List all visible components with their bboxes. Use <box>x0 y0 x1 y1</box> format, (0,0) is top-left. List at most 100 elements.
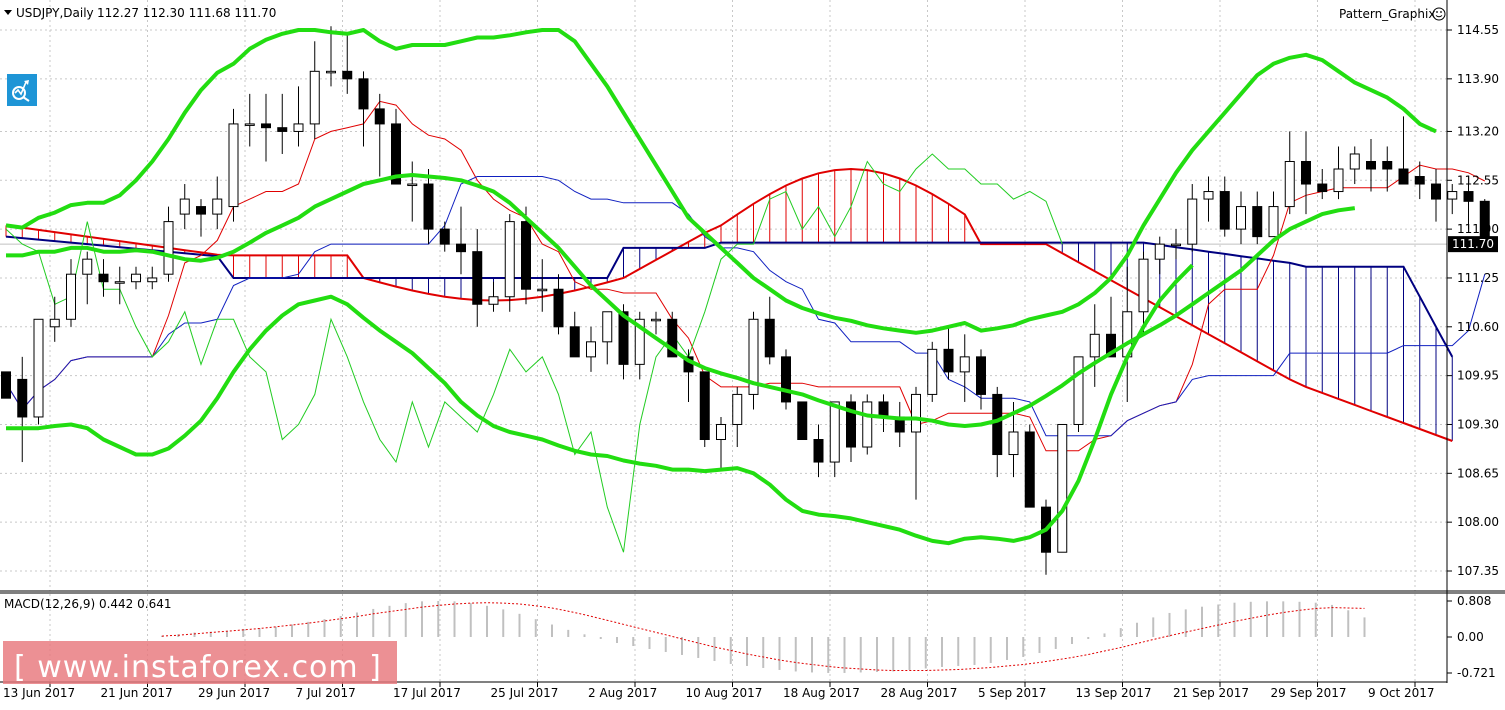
candle-body <box>521 221 531 290</box>
candle-body <box>1398 168 1409 185</box>
candle-body <box>147 277 158 283</box>
candle-body <box>586 341 596 358</box>
price-tick-label: 111.25 <box>1457 271 1499 285</box>
candle-body <box>1284 160 1295 208</box>
candle-body <box>797 401 808 441</box>
candle-body <box>212 198 223 215</box>
candle-body <box>326 70 336 74</box>
candle-body <box>1333 168 1344 193</box>
price-tick-label: 110.60 <box>1457 320 1499 334</box>
time-tick-label: 18 Aug 2017 <box>783 686 860 700</box>
candle-body <box>1 371 11 399</box>
candle-body <box>1382 160 1393 170</box>
candle-body <box>293 123 304 132</box>
candle-body <box>1073 356 1084 425</box>
candle-body <box>456 243 466 253</box>
dropdown-triangle-icon[interactable] <box>4 10 12 15</box>
candle-body <box>634 318 645 365</box>
price-tick-label: 111.90 <box>1457 222 1499 236</box>
candle-body <box>862 401 873 448</box>
price-tick-label: 114.55 <box>1457 23 1499 37</box>
chart-logo-icon <box>7 74 37 106</box>
candle-body <box>959 356 970 373</box>
candle-body <box>1187 198 1198 245</box>
candle-body <box>1024 431 1035 508</box>
candle-body <box>342 70 353 80</box>
time-tick-label: 13 Jun 2017 <box>3 686 75 700</box>
candle-body <box>98 273 109 283</box>
candle-body <box>196 206 206 215</box>
ichimoku-cloud <box>5 167 1454 442</box>
candle-body <box>846 401 856 448</box>
bollinger-bands <box>5 28 1437 546</box>
candle-body <box>309 70 320 125</box>
candle-body <box>488 296 499 305</box>
candle-body <box>911 393 921 433</box>
ohlc-values: 112.27 112.30 111.68 111.70 <box>97 6 276 20</box>
time-tick-label: 2 Aug 2017 <box>588 686 657 700</box>
macd-label: MACD(12,26,9) 0.442 0.641 <box>4 597 171 611</box>
time-tick-label: 7 Jul 2017 <box>296 686 356 700</box>
smiley-icon[interactable] <box>1432 7 1446 21</box>
candle-body <box>358 78 369 110</box>
macd-tick-label: 0.00 <box>1457 630 1484 644</box>
candle-body <box>1171 243 1181 247</box>
candle-body <box>228 123 239 208</box>
time-tick-label: 25 Jul 2017 <box>491 686 559 700</box>
indicator-lines <box>5 100 1486 553</box>
price-tick-label: 109.95 <box>1457 369 1499 383</box>
candle-body <box>1008 431 1019 456</box>
candle-body <box>569 326 580 358</box>
time-tick-label: 21 Jun 2017 <box>101 686 173 700</box>
senkou-span-b <box>5 235 1454 358</box>
candle-body <box>1301 160 1311 185</box>
price-tick-label: 108.00 <box>1457 515 1499 529</box>
tenkan-sen <box>5 100 1486 452</box>
candle-body <box>1057 423 1068 553</box>
macd-panel <box>161 601 1366 673</box>
time-tick-label: 21 Sep 2017 <box>1173 686 1249 700</box>
candle-body <box>33 318 44 418</box>
candle-body <box>277 127 288 132</box>
candle-body <box>829 401 840 463</box>
candle-body <box>374 108 385 125</box>
candle-body <box>17 378 28 418</box>
candle-body <box>82 258 93 275</box>
current-price-box <box>1448 236 1498 253</box>
price-tick-label: 109.30 <box>1457 417 1499 431</box>
time-axis: 13 Jun 2017 21 Jun 2017 29 Jun 2017 7 Jul 2… <box>3 682 1435 700</box>
candle-body <box>1463 191 1474 202</box>
price-tick-label: 108.65 <box>1457 466 1499 480</box>
candle-body <box>1236 206 1246 230</box>
bollinger-middle <box>6 173 1356 428</box>
macd-tick-label: -0.721 <box>1457 666 1496 680</box>
time-tick-label: 29 Jun 2017 <box>198 686 270 700</box>
price-tick-label: 113.20 <box>1457 124 1499 138</box>
macd-tick-label: 0.808 <box>1457 594 1491 608</box>
bollinger-lower <box>6 263 1194 546</box>
candle-body <box>179 198 190 215</box>
candle-body <box>1431 183 1441 200</box>
time-tick-label: 5 Sep 2017 <box>978 686 1046 700</box>
price-tick-label: 112.55 <box>1457 173 1499 187</box>
watermark-box <box>3 641 397 684</box>
candle-body <box>716 423 726 441</box>
candle-body <box>423 183 434 230</box>
price-tick-label: 107.35 <box>1457 564 1499 578</box>
candle-body <box>261 123 271 129</box>
senkou-span-a <box>5 167 1453 442</box>
candle-body <box>114 281 125 284</box>
candle-body <box>131 273 141 283</box>
candle-body <box>992 393 1003 456</box>
candle-body <box>748 318 759 395</box>
candle-body <box>667 318 678 358</box>
candle-body <box>1414 176 1425 185</box>
candle-body <box>651 318 661 322</box>
watermark-text: [ www.instaforex.com ] <box>14 650 382 685</box>
time-tick-label: 10 Aug 2017 <box>686 686 763 700</box>
candle-body <box>732 393 743 425</box>
candle-body <box>244 123 255 126</box>
indicator-name: Pattern_Graphix <box>1339 7 1435 21</box>
candle-body <box>1366 160 1376 170</box>
